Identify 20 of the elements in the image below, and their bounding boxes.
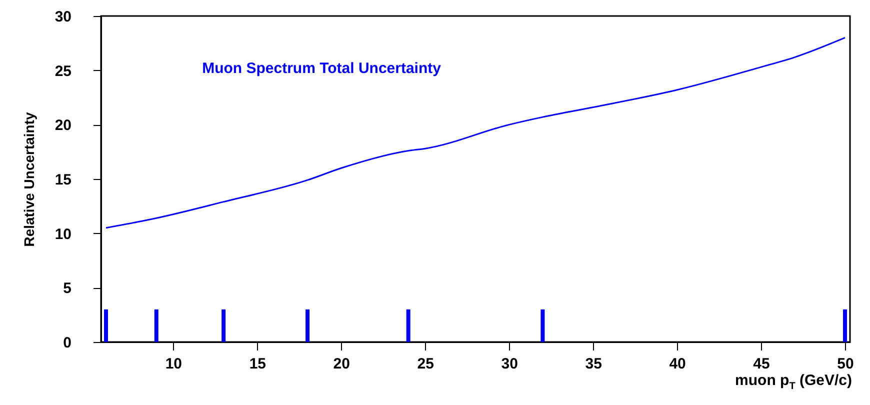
x-axis-title: muon p$_{T}$ (GeV/c) — [735, 372, 852, 392]
y-tick-label: 0 — [63, 334, 72, 352]
x-tick-label: 20 — [333, 356, 350, 372]
x-tick-label: 40 — [669, 356, 686, 372]
line-series — [105, 36, 846, 229]
y-tick-label: 25 — [54, 62, 72, 80]
y-axis-title: Relative Uncertainty — [20, 112, 37, 247]
x-tick-label: 30 — [501, 356, 518, 372]
y-tick-label: 15 — [54, 172, 72, 188]
text: Muon Spectrum Total Uncertainty — [202, 60, 442, 78]
x-tick-label: 50 — [837, 356, 854, 372]
y-tick-label: 10 — [54, 226, 72, 243]
y-tick-label: 5 — [63, 280, 72, 298]
x-tick-label: 45 — [753, 356, 770, 372]
x-tick-label: 25 — [417, 356, 434, 372]
y-tick-label: 20 — [54, 117, 72, 134]
y-tick-label: 30 — [54, 8, 72, 26]
x-tick-label: 35 — [585, 356, 602, 372]
x-tick-label: 15 — [249, 356, 266, 372]
x-tick-label: 10 — [165, 356, 182, 372]
